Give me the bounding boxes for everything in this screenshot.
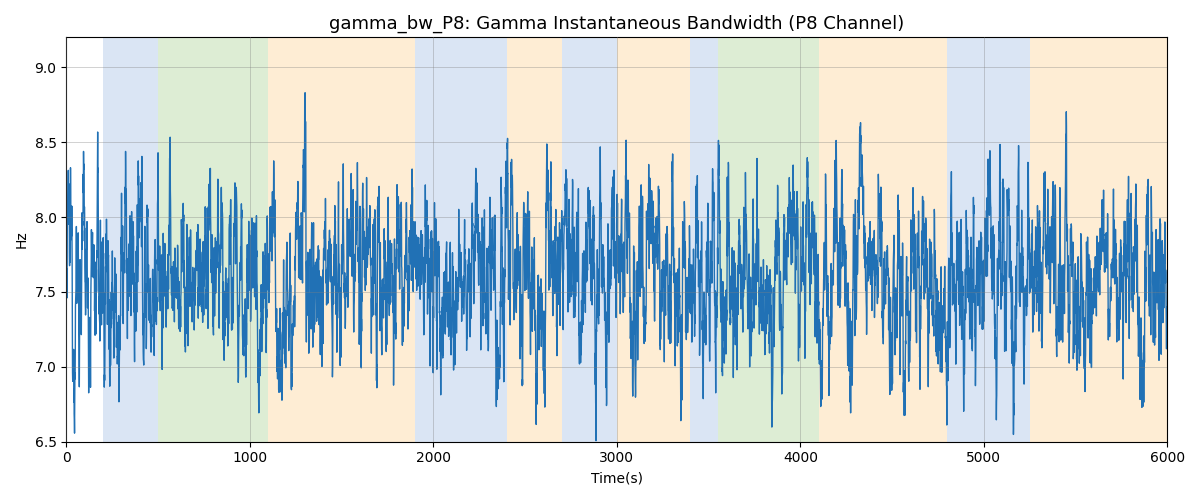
Bar (268, 38, 415, 442)
Bar (818, 38, 947, 442)
Bar (1030, 38, 1168, 442)
Y-axis label: Hz: Hz (16, 230, 29, 248)
Title: gamma_bw_P8: Gamma Instantaneous Bandwidth (P8 Channel): gamma_bw_P8: Gamma Instantaneous Bandwid… (329, 15, 905, 34)
Bar (562, 38, 617, 442)
Bar (506, 38, 562, 442)
X-axis label: Time(s): Time(s) (590, 471, 643, 485)
Bar (415, 38, 506, 442)
Bar (718, 38, 818, 442)
Bar (947, 38, 1030, 442)
Bar (690, 38, 718, 442)
Bar (158, 38, 268, 442)
Bar (103, 38, 158, 442)
Bar (617, 38, 690, 442)
